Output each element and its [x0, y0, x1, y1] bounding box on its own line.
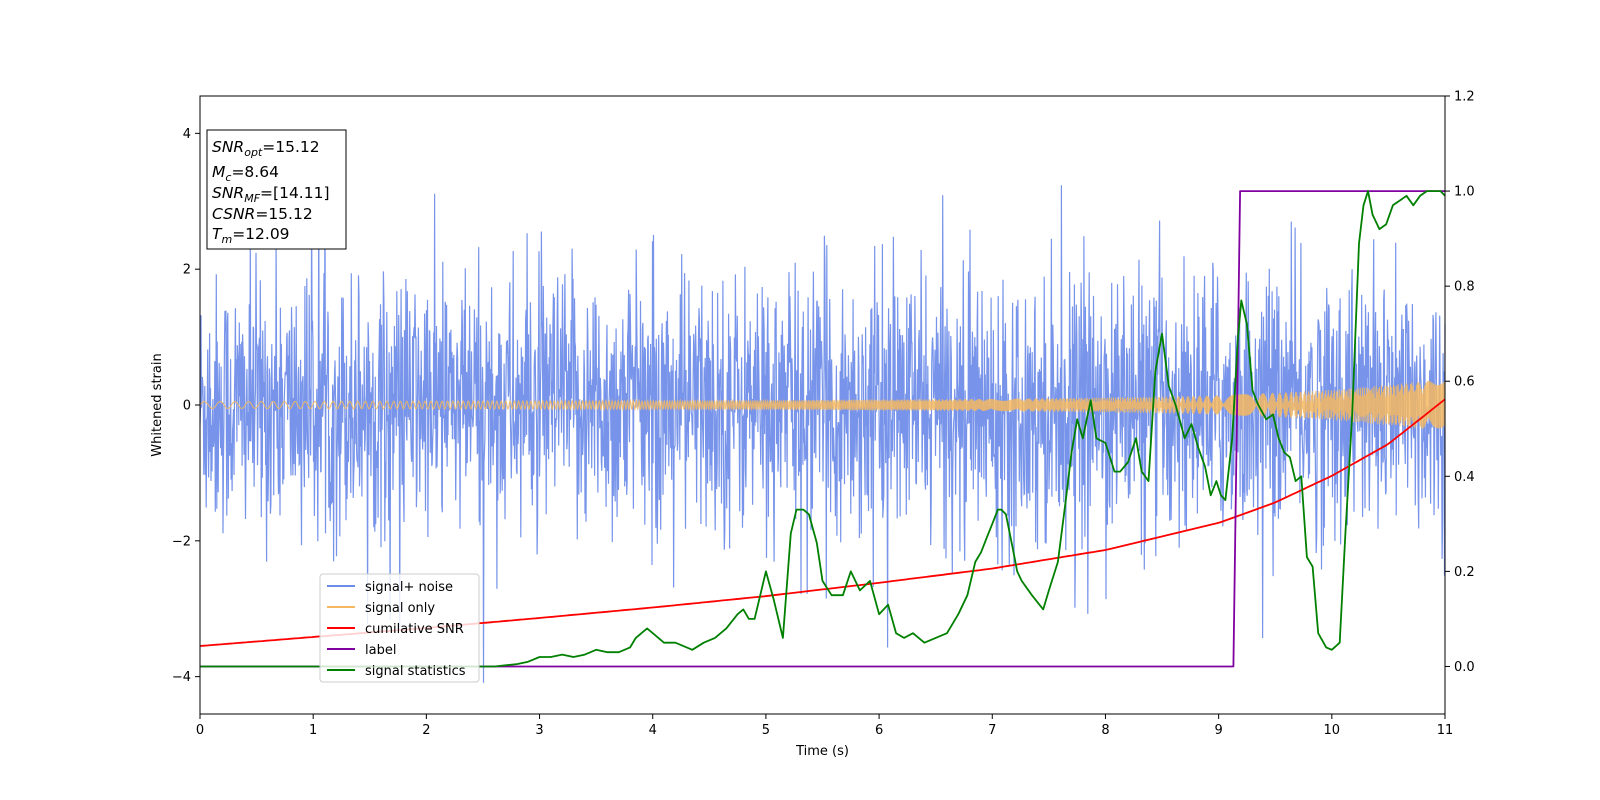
y-tick-label: 4 — [183, 127, 191, 142]
legend-label: signal statistics — [365, 664, 466, 679]
y2-tick-label: 0.4 — [1454, 470, 1475, 485]
x-tick-label: 8 — [1101, 723, 1109, 738]
legend: signal+ noise signal only cumilative SNR la… — [320, 574, 479, 682]
y-axis-label: Whitened strain — [150, 353, 165, 456]
x-tick-label: 10 — [1324, 723, 1341, 738]
x-tick-label: 1 — [309, 723, 317, 738]
y-tick-label: 0 — [183, 399, 191, 414]
x-axis-label: Time (s) — [795, 744, 849, 759]
x-tick-label: 11 — [1437, 723, 1454, 738]
info-line: SNRMF=[14.11] — [212, 184, 330, 205]
x-tick-label: 3 — [535, 723, 543, 738]
legend-label: signal+ noise — [365, 580, 453, 595]
x-tick-label: 9 — [1214, 723, 1222, 738]
x-tick-label: 6 — [875, 723, 883, 738]
legend-label: cumilative SNR — [365, 622, 464, 637]
legend-label: signal only — [365, 601, 435, 616]
y2-tick-label: 1.2 — [1454, 90, 1475, 105]
y-tick-label: −4 — [172, 670, 191, 685]
info-line: SNRopt=15.12 — [212, 138, 320, 159]
y2-tick-label: 1.0 — [1454, 185, 1475, 200]
x-tick-label: 2 — [422, 723, 430, 738]
x-tick-label: 5 — [762, 723, 770, 738]
x-tick-label: 0 — [196, 723, 204, 738]
y2-tick-label: 0.8 — [1454, 280, 1475, 295]
x-tick-label: 7 — [988, 723, 996, 738]
y2-tick-label: 0.0 — [1454, 660, 1475, 675]
y2-tick-label: 0.2 — [1454, 565, 1475, 580]
chart: 0 1 2 3 4 5 6 7 8 9 10 11 −4 −2 0 2 4 0.0 0.2 0.4 0.6 0.8 1.0 1… — [0, 0, 1600, 800]
y-tick-label: −2 — [172, 534, 191, 549]
info-box: SNRopt=15.12 Mc=8.64SNRMF=[14.11]CSNR=15.… — [207, 130, 346, 249]
y2-tick-label: 0.6 — [1454, 375, 1475, 390]
info-line: CSNR=15.12 — [212, 205, 313, 223]
legend-label: label — [365, 643, 396, 658]
y-tick-label: 2 — [183, 263, 191, 278]
info-line: Mc=8.64 — [212, 163, 279, 184]
x-tick-label: 4 — [649, 723, 657, 738]
